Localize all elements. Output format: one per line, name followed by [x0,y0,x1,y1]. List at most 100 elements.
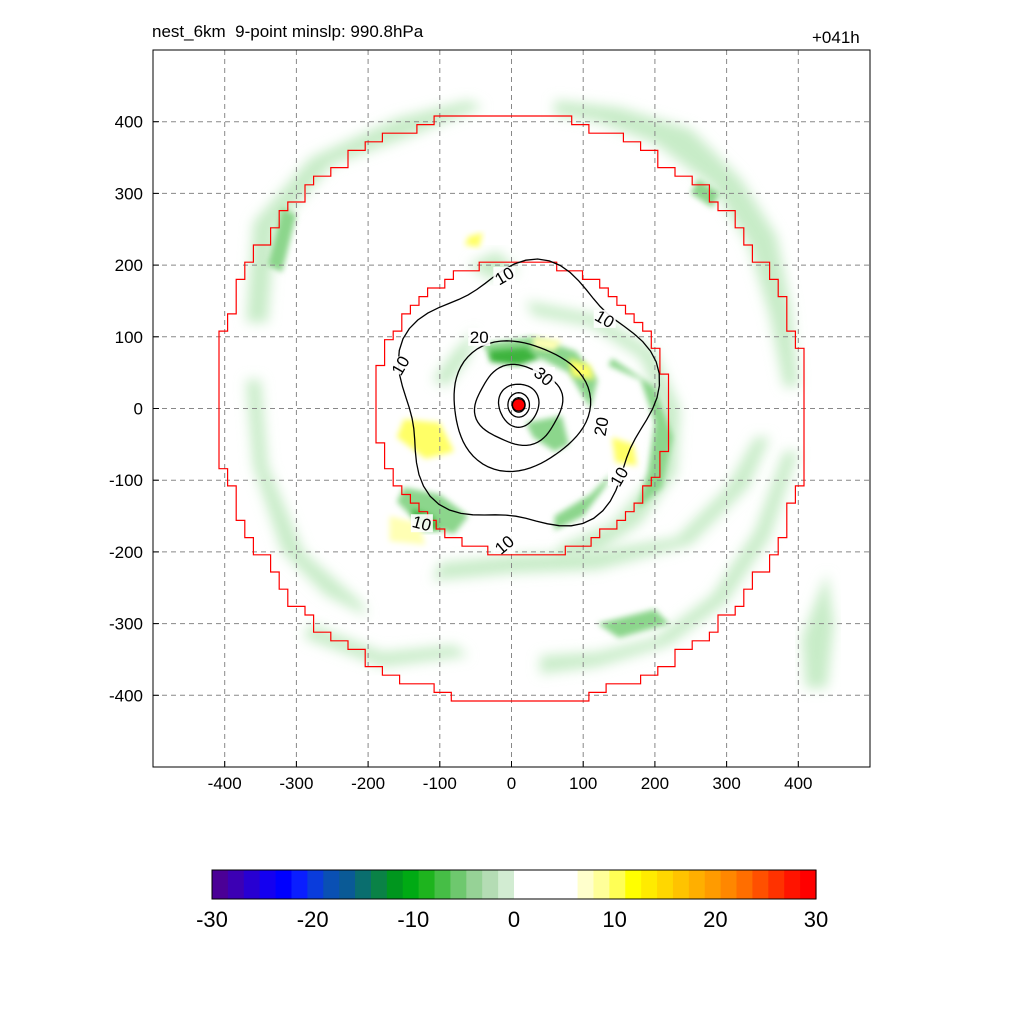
colorbar-swatch [275,870,293,899]
colorbar-swatch [482,870,499,899]
colorbar-tick-label: -10 [397,907,429,932]
shaded-region [568,358,594,380]
colorbar-swatch [418,870,436,899]
shaded-region [611,437,637,466]
x-tick-label: 300 [712,774,740,793]
colorbar-swatch [402,870,420,899]
forecast-hour-label: +041h [812,28,860,47]
domain-boundaries [218,115,805,702]
shaded-region [432,437,770,581]
shaded-region [801,573,835,689]
x-tick-label: 0 [507,774,516,793]
colorbar-swatch [339,870,356,899]
colorbar-swatch [688,870,706,899]
shaded-region [608,358,673,509]
contour-label: 10 [410,512,433,535]
colorbar-swatch [259,870,277,899]
contour-label-bg [593,309,616,328]
colorbar-tick-label: 10 [602,907,626,932]
shaded-field [246,100,835,689]
colorbar-tick-label: 20 [703,907,727,932]
colorbar-swatch [529,870,547,899]
shaded-region [490,347,541,366]
pressure-contour [511,397,526,413]
x-tick-label: -200 [351,774,385,793]
colorbar-swatch [434,870,452,899]
colorbar-swatch [593,870,610,899]
colorbar-swatch [768,870,785,899]
colorbar-swatch [609,870,626,899]
y-tick-label: 400 [115,113,143,132]
colorbar [212,870,817,899]
y-tick-label: -300 [109,615,143,634]
colorbar-swatch [657,870,674,899]
chart-title: nest_6km 9-point minslp: 990.8hPa [152,22,424,41]
colorbar-swatch [641,870,658,899]
colorbar-swatch [577,870,595,899]
colorbar-swatch [370,870,388,899]
y-tick-label: 200 [115,256,143,275]
colorbar-swatch [720,870,738,899]
colorbar-swatch [291,870,308,899]
colorbar-swatch [323,870,340,899]
shaded-region [396,487,469,534]
y-tick-label: 0 [134,400,143,419]
colorbar-swatch [561,870,579,899]
contour-label: 20 [591,416,613,438]
storm-center-marker [512,398,526,412]
shaded-region [267,207,297,273]
shaded-region [396,419,455,459]
colorbar-swatch [307,870,324,899]
colorbar-labels: -30 -20 -10 0 10 20 30 [196,907,828,932]
y-axis: 400 300 200 100 0 -100 -200 -300 -400 [109,113,159,705]
shaded-region [246,100,483,323]
contour-label-bg [608,467,631,486]
x-axis: -400 -300 -200 -100 0 100 200 300 400 [208,761,812,793]
grid [153,50,870,767]
colorbar-tick-label: -20 [297,907,329,932]
colorbar-swatch [514,870,531,899]
y-tick-label: -400 [109,686,143,705]
inner-nest-boundary [375,261,670,556]
colorbar-swatch [355,870,372,899]
colorbar-tick-label: 30 [804,907,828,932]
colorbar-frame [211,869,817,900]
colorbar-swatch [227,870,245,899]
colorbar-swatch [625,870,642,899]
y-tick-label: -100 [109,471,143,490]
contour-label-bg [389,356,412,375]
x-tick-label: -300 [279,774,313,793]
colorbar-swatch [736,870,754,899]
pressure-contour [453,340,592,473]
x-tick-label: 200 [641,774,669,793]
colorbar-swatch [800,870,817,899]
y-tick-label: -200 [109,543,143,562]
colorbar-swatch [386,870,404,899]
x-tick-label: -400 [208,774,242,793]
shaded-region [464,232,483,248]
pressure-contour [397,258,661,527]
colorbar-swatch [212,870,229,899]
colorbar-swatch [704,870,722,899]
colorbar-swatch [243,870,261,899]
shaded-region [432,329,476,387]
colorbar-swatch [466,870,483,899]
colorbar-swatch [752,870,769,899]
pressure-contour [497,383,540,428]
shaded-region [303,623,469,667]
colorbar-tick-label: -30 [196,907,228,932]
colorbar-swatch [784,870,801,899]
contour-label-bg [590,417,613,436]
contour-label-bg [532,367,555,386]
contour-label-bg [468,327,491,346]
x-tick-label: -100 [423,774,457,793]
shaded-region [554,100,799,387]
outer-nest-boundary [218,115,805,702]
contour-label: 20 [470,328,489,347]
contour-label-bg [410,514,433,533]
pressure-contour [507,392,531,418]
storm-center [512,398,526,412]
colorbar-swatch [545,870,563,899]
colorbar-tick-label: 0 [508,907,520,932]
